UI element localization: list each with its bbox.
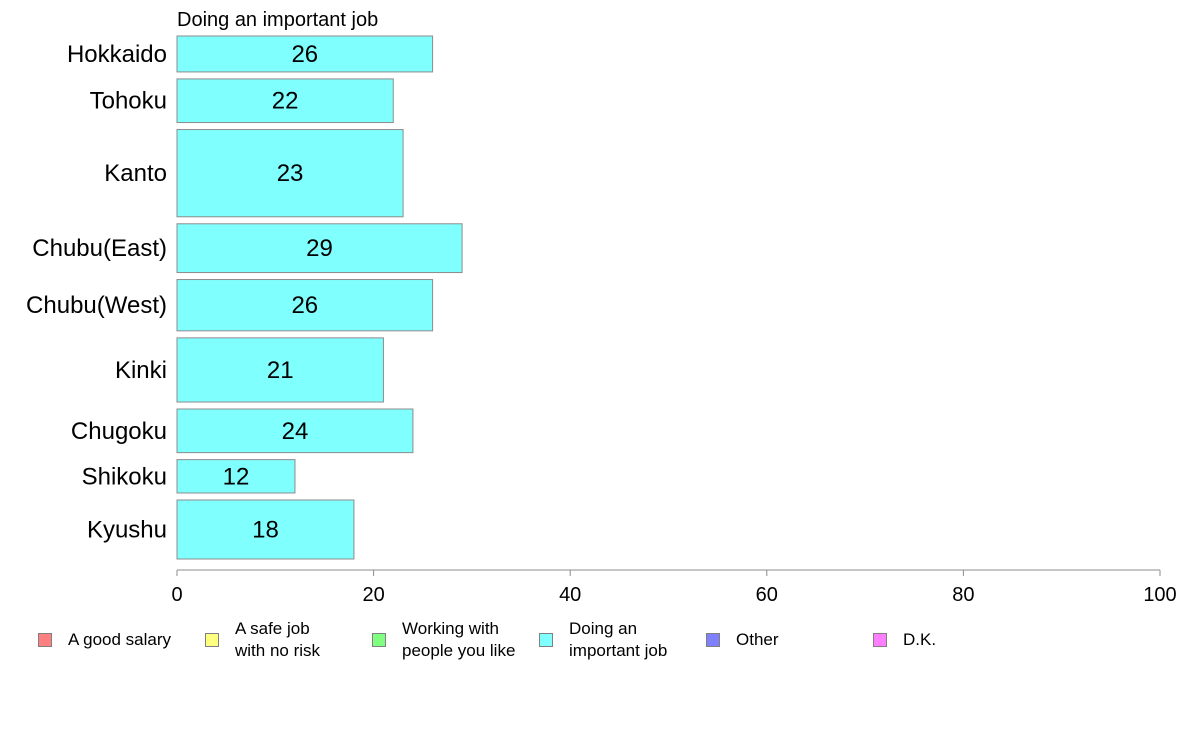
category-label: Tohoku (90, 88, 167, 115)
bars-group: Hokkaido 26 Tohoku 22 Kanto 23 Chubu(East) 29 Ch… (26, 35, 463, 560)
bar-tohoku (176, 78, 394, 124)
bar-kyushu (176, 499, 355, 560)
legend-item: Working with people you like (372, 618, 515, 662)
bar-kanto (176, 129, 404, 218)
bar-chubu-east (176, 223, 463, 274)
category-label: Chugoku (71, 418, 167, 445)
x-tick-label: 60 (756, 584, 778, 606)
legend-swatch (38, 633, 52, 647)
legend-label: Other (736, 630, 779, 649)
category-label: Chubu(West) (26, 292, 167, 319)
x-tick-label: 80 (952, 584, 974, 606)
legend: A good salary A safe job with no risk Work… (38, 618, 1158, 668)
legend-swatch (372, 633, 386, 647)
bar-chugoku (176, 408, 414, 454)
legend-item: Doing an important job (539, 618, 667, 662)
data-label: 26 (291, 292, 318, 319)
legend-swatch (205, 633, 219, 647)
legend-item: D.K. (873, 618, 936, 651)
series-title: Doing an important job (177, 9, 378, 31)
category-label: Chubu(East) (32, 235, 167, 262)
x-tick-label: 0 (171, 584, 182, 606)
x-tick-label: 100 (1143, 584, 1176, 606)
bar-shikoku (176, 459, 296, 494)
x-tick-label: 40 (559, 584, 581, 606)
legend-label: D.K. (903, 630, 937, 649)
data-label: 26 (291, 41, 318, 68)
legend-label: A good salary (68, 630, 172, 649)
legend-swatch (706, 633, 720, 647)
data-label: 21 (267, 357, 294, 384)
data-label: 22 (272, 88, 299, 115)
legend-label: Doing an important job (569, 619, 668, 660)
bar-hokkaido (176, 35, 434, 73)
data-label: 12 (223, 463, 250, 490)
legend-swatch (539, 633, 553, 647)
legend-swatch (873, 633, 887, 647)
bar-kinki (176, 337, 384, 403)
data-label: 24 (282, 418, 309, 445)
category-label: Kinki (115, 357, 167, 384)
legend-item: Other (706, 618, 779, 651)
legend-label: A safe job with no risk (235, 619, 321, 660)
category-label: Hokkaido (67, 41, 167, 68)
x-axis: 0 20 40 60 80 100 (171, 569, 1177, 606)
bar-chubu-west (176, 279, 434, 332)
data-label: 23 (277, 160, 304, 187)
legend-item: A safe job with no risk (205, 618, 320, 662)
category-label: Shikoku (82, 463, 167, 490)
category-label: Kyushu (87, 516, 167, 543)
data-label: 18 (252, 516, 279, 543)
data-label: 29 (306, 235, 333, 262)
legend-item: A good salary (38, 618, 171, 651)
legend-label: Working with people you like (402, 619, 516, 660)
category-label: Kanto (104, 160, 167, 187)
x-tick-label: 20 (362, 584, 384, 606)
